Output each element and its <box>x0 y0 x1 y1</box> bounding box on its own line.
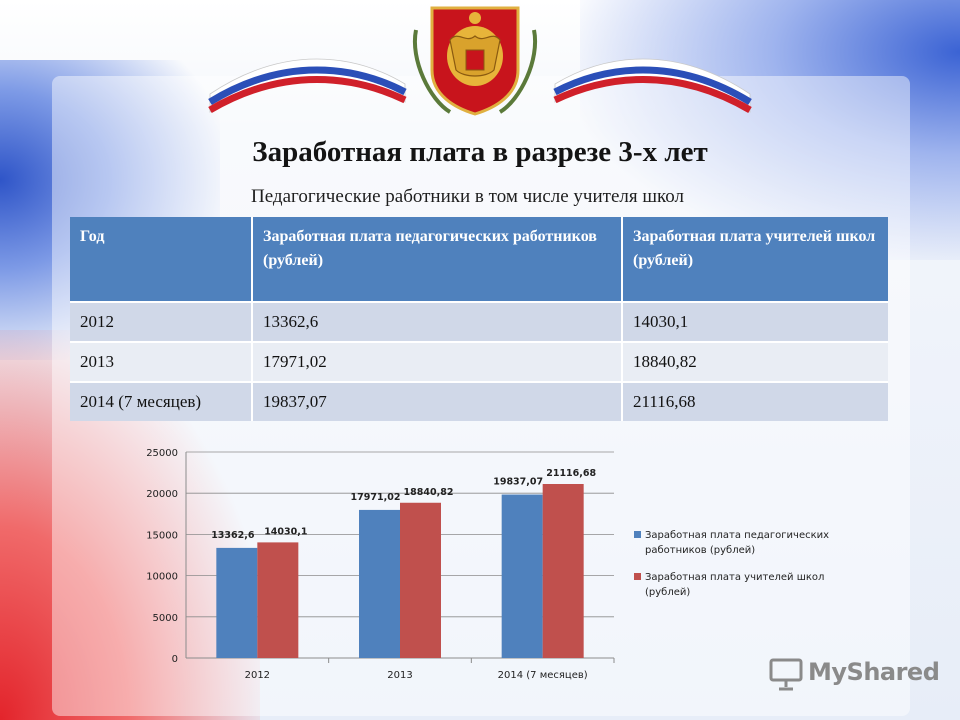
legend-label: Заработная плата педагогических <box>645 530 829 541</box>
table-header-row: Год Заработная плата педагогических рабо… <box>70 217 888 302</box>
header-teacher-salary: Заработная плата учителей школ (рублей) <box>622 217 888 302</box>
table-row: 2013 17971,02 18840,82 <box>70 341 888 382</box>
y-tick-label: 5000 <box>153 613 178 624</box>
bar-pedagogical <box>216 547 258 658</box>
salary-table: Год Заработная плата педагогических рабо… <box>70 217 888 421</box>
presentation-icon <box>769 658 803 691</box>
cell-teacher-salary: 18840,82 <box>622 341 888 382</box>
cell-year: 2014 (7 месяцев) <box>70 381 253 421</box>
bar-teacher <box>400 502 441 658</box>
data-label: 13362,6 <box>211 530 255 541</box>
legend-swatch <box>634 531 641 538</box>
x-tick-label: 2014 (7 месяцев) <box>498 670 588 681</box>
bar-pedagogical <box>501 494 543 658</box>
y-tick-label: 0 <box>172 654 178 665</box>
header-pedagogical-salary: Заработная плата педагогических работник… <box>252 217 623 302</box>
table-row: 2014 (7 месяцев) 19837,07 21116,68 <box>70 381 888 421</box>
watermark: MyShared <box>766 654 940 694</box>
cell-pedagogical-salary: 19837,07 <box>252 381 623 421</box>
y-tick-label: 10000 <box>146 572 178 583</box>
cell-teacher-salary: 14030,1 <box>622 301 888 342</box>
page-title: Заработная плата в разрезе 3-х лет <box>252 136 708 168</box>
y-tick-label: 15000 <box>146 530 178 541</box>
data-label: 17971,02 <box>351 492 401 503</box>
data-label: 18840,82 <box>404 487 454 498</box>
data-label: 21116,68 <box>546 468 596 479</box>
legend-label: (рублей) <box>645 587 690 598</box>
legend-swatch <box>634 573 641 580</box>
cell-teacher-salary: 21116,68 <box>622 381 888 421</box>
cell-year: 2013 <box>70 341 253 382</box>
bar-teacher <box>257 542 299 658</box>
legend-label: Заработная плата учителей школ <box>645 572 824 583</box>
flag-blue-backdrop-right <box>580 0 960 260</box>
data-label: 14030,1 <box>264 526 307 537</box>
watermark-text: MyShared <box>808 658 940 686</box>
salary-bar-chart: 0 5000 10000 15000 20000 25000 2012 13362,6 1403… <box>146 448 829 681</box>
tricolor-ribbon-icon <box>208 58 752 114</box>
bar-teacher <box>542 483 584 658</box>
y-tick-label: 25000 <box>146 448 178 459</box>
x-tick-label: 2013 <box>387 670 412 681</box>
coat-of-arms-icon <box>412 6 538 116</box>
x-tick-label: 2012 <box>245 670 270 681</box>
page-subtitle: Педагогические работники в том числе учи… <box>251 186 684 207</box>
cell-pedagogical-salary: 17971,02 <box>252 341 623 382</box>
legend-label: работников (рублей) <box>645 545 755 556</box>
salary-chart: 0 5000 10000 15000 20000 25000 2012 13362,6 1403… <box>130 440 850 690</box>
table-row: 2012 13362,6 14030,1 <box>70 301 888 342</box>
y-tick-label: 20000 <box>146 489 178 500</box>
cell-pedagogical-salary: 13362,6 <box>252 301 623 342</box>
bar-pedagogical <box>359 509 400 658</box>
cell-year: 2012 <box>70 301 253 342</box>
data-label: 19837,07 <box>493 477 543 488</box>
header-year: Год <box>70 217 253 302</box>
